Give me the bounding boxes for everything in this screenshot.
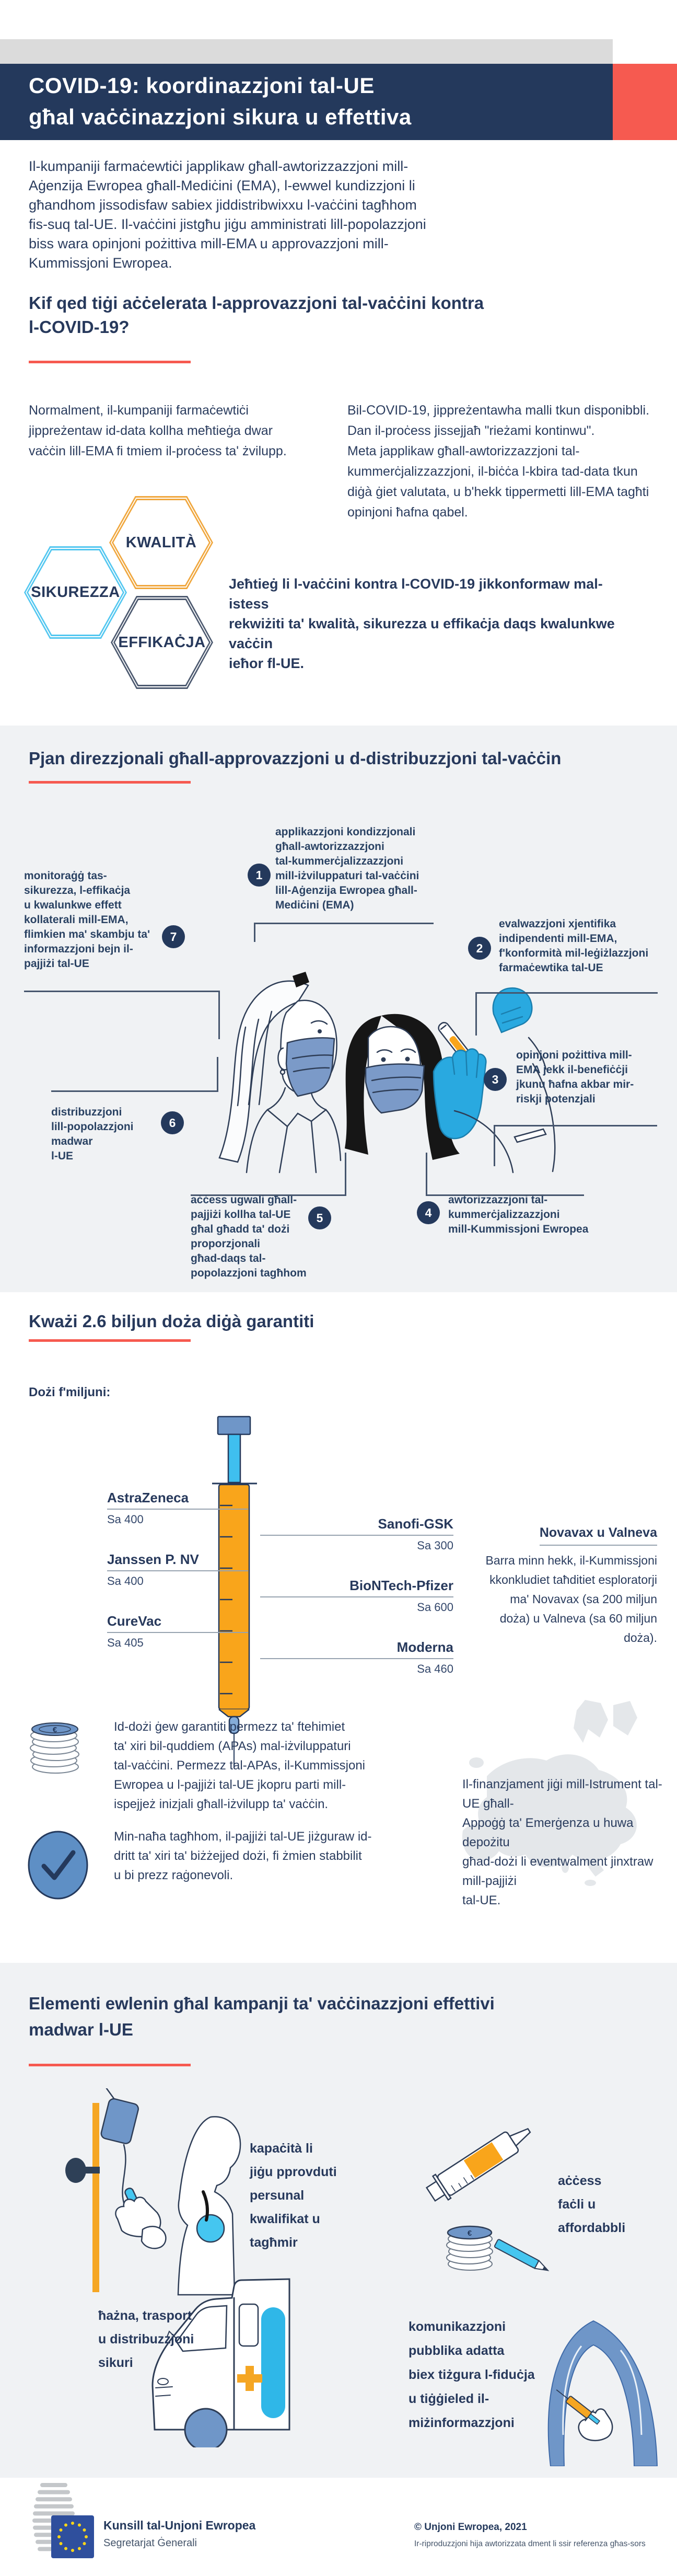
vaccine-name: BioNTech-Pfizer bbox=[349, 1578, 453, 1593]
vaccine-name: CureVac bbox=[107, 1613, 162, 1629]
hexagon-effikacja-label: EFFIKAĊJA bbox=[118, 634, 206, 651]
coins-icon: € bbox=[30, 1722, 79, 1774]
footer-org-sub: Segretarjat Ġenerali bbox=[103, 2537, 197, 2549]
section3-heading: Kważi 2.6 biljun doża diġà garantiti bbox=[29, 1312, 314, 1331]
vaccine-doses: Sa 300 bbox=[417, 1539, 453, 1552]
vaccine-label-moderna: Moderna Sa 460 bbox=[260, 1639, 453, 1676]
vaccine-label-sanofi: Sanofi-GSK Sa 300 bbox=[260, 1516, 453, 1552]
step-5-connector bbox=[191, 1153, 346, 1196]
section1-col-right: Bil-COVID-19, jippreżentawha malli tkun … bbox=[347, 403, 650, 520]
hexagon-sikurezza: SIKUREZZA bbox=[24, 546, 127, 639]
hexagon-kwalita: KWALITÀ bbox=[109, 496, 213, 589]
supply-text: Min-naħa tagħhom, il-pajjiżi tal-UE jiżg… bbox=[114, 1830, 372, 1882]
arm-injection-illustration bbox=[547, 2320, 658, 2466]
step-2-number: 2 bbox=[468, 937, 491, 960]
intro-paragraph: Il-kumpaniji farmaċewtiċi japplikaw għal… bbox=[29, 158, 426, 271]
step-3-text: opinjoni pożittiva mill- EMA jekk il-ben… bbox=[516, 1049, 634, 1105]
vaccine-label-curevac: CureVac Sa 405 bbox=[107, 1613, 248, 1650]
section1-statement: Jeħtieġ li l-vaċċini kontra l-COVID-19 j… bbox=[229, 576, 615, 671]
hexagon-sikurezza-label: SIKUREZZA bbox=[31, 584, 120, 601]
vaccine-doses: Sa 400 bbox=[107, 1574, 144, 1588]
step-4-text: awtorizzazzjoni tal- kummerċjalizzazzjon… bbox=[448, 1194, 589, 1235]
section1-rule bbox=[29, 361, 191, 363]
step-2-text: evalwazzjoni xjentifika indipendenti mil… bbox=[499, 918, 649, 974]
section4-heading: Elementi ewlenin għal kampanji ta' vaċċi… bbox=[29, 1994, 495, 2039]
vaccine-label-biontech: BioNTech-Pfizer Sa 600 bbox=[260, 1578, 453, 1614]
euro-symbol: € bbox=[53, 1726, 57, 1734]
step-7-number: 7 bbox=[162, 925, 185, 948]
syringe-chart-icon bbox=[212, 1416, 257, 1768]
novavax-title: Novavax u Valneva bbox=[539, 1525, 657, 1546]
vaccine-doses: Sa 600 bbox=[417, 1601, 453, 1614]
header-gray-strip bbox=[0, 39, 613, 64]
section4-rule bbox=[29, 2064, 191, 2066]
step-5-text: aċċess ugwali għall- pajjiżi kollha tal-… bbox=[191, 1194, 307, 1279]
euro-symbol: € bbox=[468, 2229, 472, 2238]
vaccine-name: Moderna bbox=[396, 1639, 453, 1655]
clock-icon bbox=[28, 1831, 88, 1900]
step-5-number: 5 bbox=[308, 1206, 331, 1229]
section3-rule bbox=[29, 1339, 191, 1342]
step-2-connector bbox=[475, 992, 658, 1036]
step-6-number: 6 bbox=[161, 1111, 184, 1134]
element-1-text: kapaċità li jiġu pprovduti persunal kwal… bbox=[250, 2141, 337, 2250]
financing-text: Il-finanzjament jiġi mill-Istrument tal-… bbox=[462, 1777, 662, 1907]
vaccine-name: Sanofi-GSK bbox=[378, 1516, 453, 1532]
step-1-connector bbox=[254, 923, 434, 942]
hexagon-kwalita-label: KWALITÀ bbox=[125, 534, 197, 551]
footer-copyright: © Unjoni Ewropea, 2021 bbox=[414, 2522, 527, 2533]
vaccine-name: Janssen P. NV bbox=[107, 1551, 199, 1567]
footer-org-name: Kunsill tal-Unjoni Ewropea bbox=[103, 2518, 256, 2532]
section3-subheading: Dożi f'miljuni: bbox=[29, 1385, 111, 1399]
vaccine-name: AstraZeneca bbox=[107, 1490, 189, 1505]
section1-col-left: Normalment, il-kumpaniji farmaċewtiċi ji… bbox=[29, 403, 287, 458]
step-1-text: applikazzjoni kondizzjonali għall-awtori… bbox=[275, 826, 419, 911]
section2-rule bbox=[29, 781, 191, 784]
element-3-text: ħażna, trasport u distribuzzjoni sikuri bbox=[98, 2308, 194, 2370]
vaccine-doses: Sa 405 bbox=[107, 1636, 144, 1649]
step-3-connector bbox=[494, 1125, 657, 1166]
apa-text: Id-dożi ġew garantiti permezz ta' ftehim… bbox=[114, 1720, 365, 1811]
step-3-number: 3 bbox=[484, 1068, 507, 1091]
section2-heading: Pjan direzzjonali għall-approvazzjoni u … bbox=[29, 749, 562, 768]
council-eu-logo bbox=[32, 2483, 94, 2558]
vaccine-label-astrazeneca: AstraZeneca Sa 400 bbox=[107, 1490, 248, 1526]
footer-note: Ir-riproduzzjoni hija awtorizzata dment … bbox=[414, 2539, 646, 2548]
step-1-number: 1 bbox=[248, 864, 271, 887]
vaccine-doses: Sa 400 bbox=[107, 1513, 144, 1526]
step-4-number: 4 bbox=[417, 1201, 440, 1224]
element-4-text: komunikazzjoni pubblika adatta biex tiżg… bbox=[408, 2319, 535, 2430]
iv-drip-illustration bbox=[65, 2088, 241, 2296]
step-7-text: monitoraġġ tas- sikurezza, l-effikaċja u… bbox=[24, 870, 150, 970]
step-6-text: distribuzzjoni lill-popolazzjoni madwar … bbox=[51, 1106, 134, 1162]
header-band bbox=[0, 64, 613, 140]
section2-background bbox=[0, 726, 677, 1292]
header-red-block bbox=[613, 64, 677, 140]
novavax-text: Barra minn hekk, il-Kummissjoni kkonklud… bbox=[485, 1554, 657, 1644]
van-illustration bbox=[151, 2278, 290, 2447]
section1-heading: Kif qed tiġi aċċelerata l-approvazzjoni … bbox=[29, 293, 484, 337]
step-6-connector bbox=[51, 1057, 218, 1092]
page-title: COVID-19: koordinazzjoni tal-UE għal vaċ… bbox=[29, 73, 412, 129]
step-4-connector bbox=[426, 1153, 584, 1196]
eu-map-icon bbox=[462, 1700, 637, 1886]
vaccine-doses: Sa 460 bbox=[417, 1662, 453, 1675]
element-2-text: aċċess faċli u affordabbli bbox=[558, 2174, 626, 2235]
scientists-illustration bbox=[218, 972, 556, 1174]
step-7-connector bbox=[24, 991, 220, 1039]
vaccine-label-janssen: Janssen P. NV Sa 400 bbox=[107, 1551, 248, 1588]
syringe-coins-illustration: € bbox=[425, 2128, 550, 2271]
hexagon-effikacja: EFFIKAĊJA bbox=[111, 596, 213, 689]
novavax-block: Novavax u Valneva Barra minn hekk, il-Ku… bbox=[468, 1525, 657, 1648]
